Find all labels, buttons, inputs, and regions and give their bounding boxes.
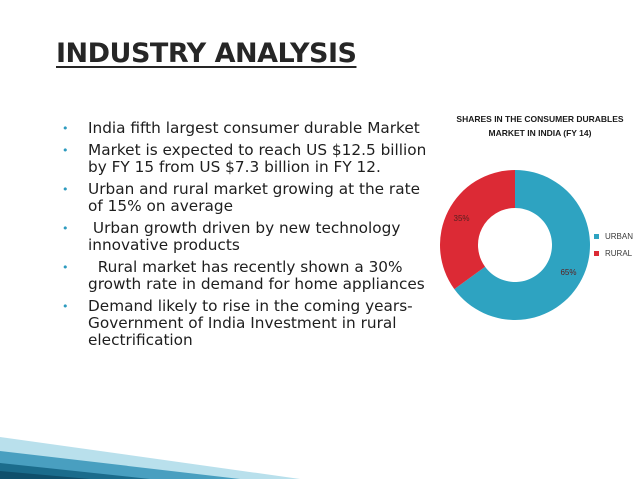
- donut-slice-rural: [440, 170, 515, 290]
- bullet-item: • Urban and rural market growing at the r…: [62, 181, 434, 215]
- corner-decoration: [0, 437, 300, 479]
- legend-item-urban: URBAN: [594, 232, 633, 241]
- slide-title: INDUSTRY ANALYSIS: [56, 38, 357, 69]
- chart-legend: URBAN RURAL: [594, 232, 633, 266]
- bullet-text: Urban and rural market growing at the ra…: [88, 180, 420, 215]
- data-label-urban: 65%: [560, 268, 576, 277]
- bullet-marker: •: [62, 261, 69, 274]
- bullet-item: • India fifth largest consumer durable Ma…: [62, 120, 434, 137]
- donut-chart: 65% 35%: [440, 170, 590, 320]
- bullet-item: • Demand likely to rise in the coming yea…: [62, 298, 434, 349]
- bullet-marker: •: [62, 122, 69, 135]
- bullet-text: Market is expected to reach US $12.5 bil…: [88, 141, 427, 176]
- legend-swatch-rural: [594, 251, 599, 256]
- legend-label-rural: RURAL: [605, 249, 633, 258]
- legend-swatch-urban: [594, 234, 599, 239]
- data-label-rural: 35%: [454, 214, 470, 223]
- bullet-text: Demand likely to rise in the coming year…: [88, 297, 413, 349]
- legend-item-rural: RURAL: [594, 249, 633, 258]
- bullet-list: • India fifth largest consumer durable Ma…: [62, 120, 434, 354]
- bullet-marker: •: [62, 222, 69, 235]
- bullet-marker: •: [62, 183, 69, 196]
- bullet-item: • Market is expected to reach US $12.5 bi…: [62, 142, 434, 176]
- bullet-marker: •: [62, 300, 69, 313]
- bullet-text: Urban growth driven by new technology in…: [88, 219, 406, 254]
- legend-label-urban: URBAN: [605, 232, 634, 241]
- bullet-text: India fifth largest consumer durable Mar…: [88, 119, 420, 137]
- bullet-item: • Urban growth driven by new technology …: [62, 220, 434, 254]
- bullet-item: • Rural market has recently shown a 30% …: [62, 259, 434, 293]
- donut-slice-urban: [454, 170, 590, 320]
- bullet-marker: •: [62, 144, 69, 157]
- bullet-text: Rural market has recently shown a 30% gr…: [88, 258, 425, 293]
- chart-title: SHARES IN THE CONSUMER DURABLES MARKET I…: [456, 114, 624, 138]
